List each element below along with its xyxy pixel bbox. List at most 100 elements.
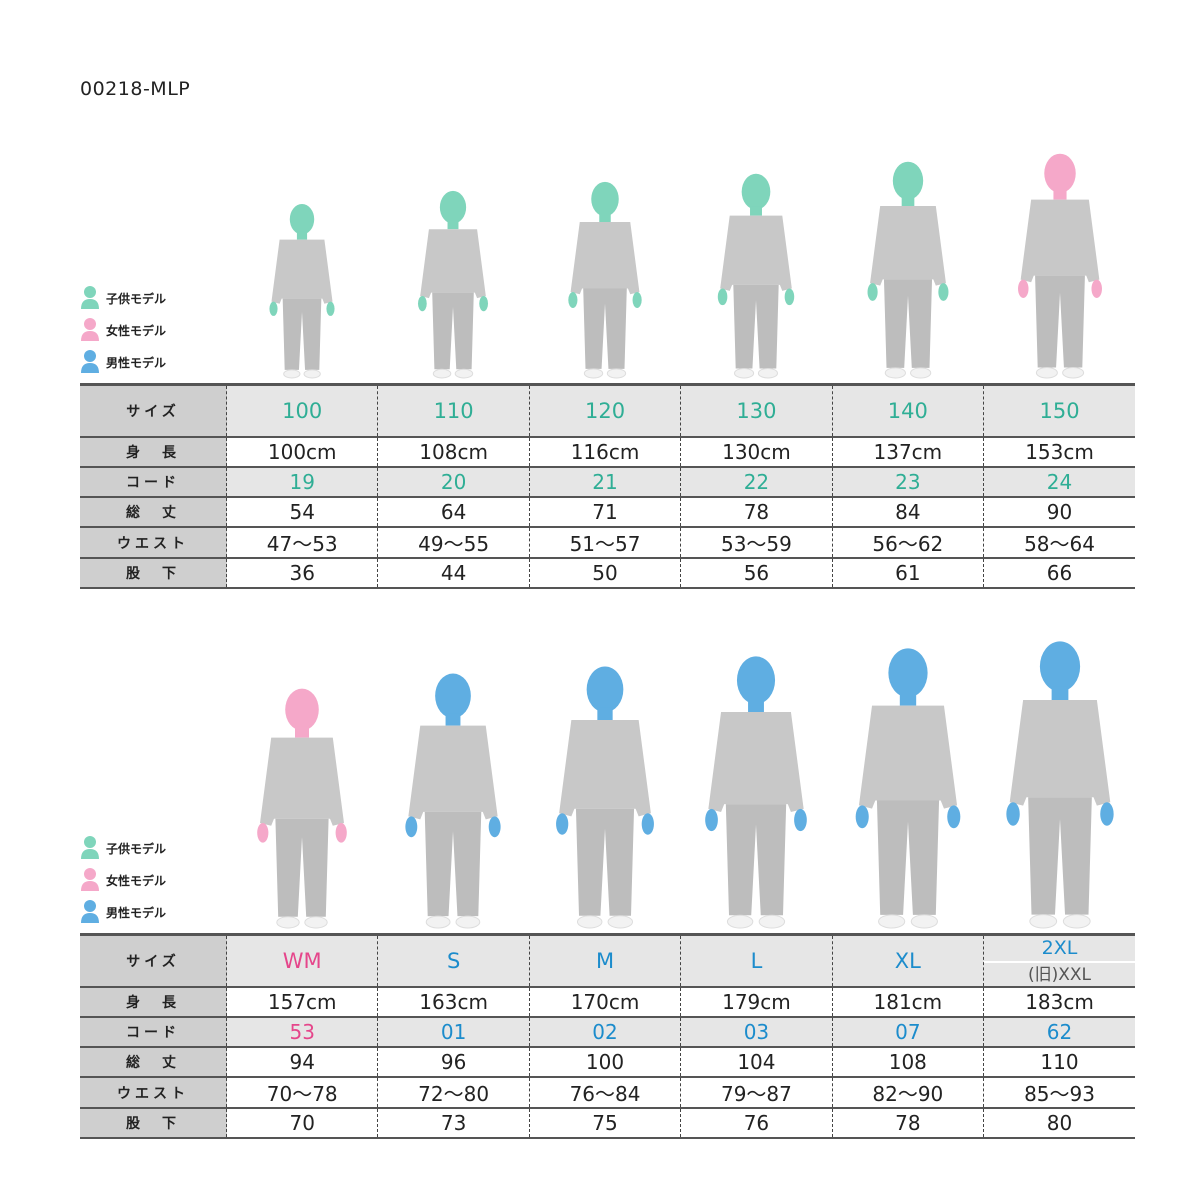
cell-waist: 58〜64 xyxy=(983,527,1135,559)
female-person-icon xyxy=(80,867,106,894)
legend-item: 子供モデル xyxy=(80,282,166,314)
row-size: サイズ 100 110 120 130 140 150 xyxy=(80,384,1135,438)
cell-height: 157cm xyxy=(225,987,378,1018)
cell-inseam: 56 xyxy=(680,558,833,589)
row-label: 身 長 xyxy=(80,437,227,468)
cell-code: 20 xyxy=(377,467,530,498)
cell-size: 110 xyxy=(377,384,530,438)
cell-length: 96 xyxy=(377,1047,530,1078)
legend-item: 女性モデル xyxy=(80,314,166,346)
cell-length: 100 xyxy=(528,1047,681,1078)
row-label: コード xyxy=(80,467,227,498)
cell-height: 130cm xyxy=(680,437,833,468)
cell-height: 181cm xyxy=(831,987,984,1018)
cell-length: 104 xyxy=(680,1047,833,1078)
cell-inseam: 36 xyxy=(225,558,378,589)
cell-waist: 53〜59 xyxy=(680,527,833,559)
cell-length: 64 xyxy=(377,497,530,528)
child-person-icon xyxy=(80,285,106,312)
model-figure-male xyxy=(705,656,807,929)
row-label: 総 丈 xyxy=(80,497,227,528)
row-code: コード 53 01 02 03 07 62 xyxy=(80,1017,1135,1048)
cell-inseam: 61 xyxy=(831,558,984,589)
legend-item: 子供モデル xyxy=(80,832,166,864)
cell-inseam: 73 xyxy=(377,1108,530,1139)
cell-code: 21 xyxy=(528,467,681,498)
row-label: 股 下 xyxy=(80,558,227,589)
cell-size: S xyxy=(377,934,530,988)
legend-label: 女性モデル xyxy=(106,323,167,338)
legend-label: 男性モデル xyxy=(106,355,167,370)
cell-inseam: 66 xyxy=(983,558,1135,589)
cell-code: 03 xyxy=(680,1017,833,1048)
model-figure-child xyxy=(867,161,949,379)
row-height: 身 長 157cm 163cm 170cm 179cm 181cm 183cm xyxy=(80,987,1135,1018)
cell-size: 130 xyxy=(680,384,833,438)
cell-size: 140 xyxy=(831,384,984,438)
row-label: 身 長 xyxy=(80,987,227,1018)
male-person-icon xyxy=(80,349,106,376)
cell-code: 24 xyxy=(983,467,1135,498)
size-table: サイズ WM S M L XL 2XL (旧)XXL 身 長 157cm 163cm 170cm 179… xyxy=(80,933,1135,1139)
cell-code: 07 xyxy=(831,1017,984,1048)
cell-length: 71 xyxy=(528,497,681,528)
cell-size: XL xyxy=(831,934,984,988)
row-label: 股 下 xyxy=(80,1108,227,1139)
row-label: 総 丈 xyxy=(80,1047,227,1078)
legend-label: 女性モデル xyxy=(106,873,167,888)
cell-size: 2XL (旧)XXL xyxy=(983,934,1135,988)
cell-waist: 82〜90 xyxy=(831,1077,984,1109)
cell-size: 150 xyxy=(983,384,1135,438)
cell-height: 116cm xyxy=(528,437,681,468)
cell-height: 183cm xyxy=(983,987,1135,1018)
legend-item: 男性モデル xyxy=(80,346,166,378)
cell-code: 22 xyxy=(680,467,833,498)
child-person-icon xyxy=(80,835,106,862)
cell-length: 110 xyxy=(983,1047,1135,1078)
row-label: コード xyxy=(80,1017,227,1048)
row-waist: ウエスト 70〜78 72〜80 76〜84 79〜87 82〜90 85〜93 xyxy=(80,1077,1135,1109)
cell-waist: 76〜84 xyxy=(528,1077,681,1109)
cell-size: 100 xyxy=(225,384,378,438)
cell-length: 78 xyxy=(680,497,833,528)
cell-height: 108cm xyxy=(377,437,530,468)
cell-height: 100cm xyxy=(225,437,378,468)
male-person-icon xyxy=(80,899,106,926)
size-old-name: (旧)XXL xyxy=(984,960,1135,986)
cell-waist: 51〜57 xyxy=(528,527,681,559)
model-figures xyxy=(269,153,1102,379)
legend-label: 男性モデル xyxy=(106,905,167,920)
row-label: ウエスト xyxy=(80,1077,227,1109)
cell-size: 120 xyxy=(528,384,681,438)
cell-inseam: 75 xyxy=(528,1108,681,1139)
row-label: サイズ xyxy=(80,384,227,438)
cell-inseam: 76 xyxy=(680,1108,833,1139)
model-figure-male xyxy=(556,666,654,929)
cell-code: 01 xyxy=(377,1017,530,1048)
cell-length: 54 xyxy=(225,497,378,528)
cell-height: 179cm xyxy=(680,987,833,1018)
model-legend: 子供モデル女性モデル男性モデル xyxy=(80,832,166,928)
cell-code: 02 xyxy=(528,1017,681,1048)
model-figure-child xyxy=(717,173,795,379)
model-figure-child xyxy=(568,181,642,379)
legend-label: 子供モデル xyxy=(106,291,167,306)
size-value: 2XL xyxy=(1041,936,1078,959)
cell-inseam: 44 xyxy=(377,558,530,589)
cell-length: 94 xyxy=(225,1047,378,1078)
legend-item: 女性モデル xyxy=(80,864,166,896)
cell-length: 108 xyxy=(831,1047,984,1078)
model-figure-child xyxy=(269,203,335,379)
cell-height: 170cm xyxy=(528,987,681,1018)
female-person-icon xyxy=(80,317,106,344)
cell-inseam: 70 xyxy=(225,1108,378,1139)
row-label: ウエスト xyxy=(80,527,227,559)
cell-size: L xyxy=(680,934,833,988)
cell-code: 19 xyxy=(225,467,378,498)
cell-waist: 79〜87 xyxy=(680,1077,833,1109)
cell-inseam: 50 xyxy=(528,558,681,589)
row-height: 身 長 100cm 108cm 116cm 130cm 137cm 153cm xyxy=(80,437,1135,468)
